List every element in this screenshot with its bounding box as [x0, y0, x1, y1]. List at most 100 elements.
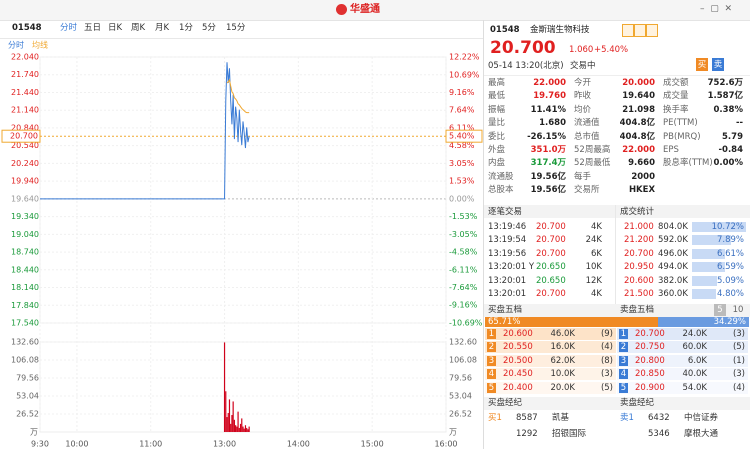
book-count: (5): [600, 382, 613, 393]
y2-tick-label: 9.16%: [449, 88, 475, 97]
last-change-box: [445, 129, 483, 143]
trade-time: 13:19:54: [488, 235, 527, 246]
book-row: [485, 381, 616, 394]
stat-label: 外盘: [488, 145, 506, 155]
period-tab[interactable]: 15分: [226, 23, 246, 33]
logo: 华盛通: [350, 4, 380, 15]
y2-tick-label: -7.64%: [449, 283, 478, 292]
volume-bar: [225, 391, 227, 432]
book-price: 20.550: [503, 342, 533, 353]
y2-tick-label: 0.00%: [449, 194, 475, 203]
volume-tick-label: 132.60: [11, 338, 39, 347]
book-price: 20.500: [503, 355, 533, 366]
stock-code: 01548: [490, 25, 520, 35]
stat-label: 总股本: [488, 185, 514, 196]
book-price: 20.400: [503, 382, 533, 393]
volume-bar: [231, 415, 233, 432]
broker-name: 中信证券: [684, 413, 719, 423]
book-level: 3: [620, 355, 627, 366]
stat-value: -26.15%: [527, 131, 566, 142]
book-row: [617, 368, 748, 381]
section-title: 买盘五档: [488, 305, 523, 315]
book-row: [617, 354, 748, 367]
period-tab[interactable]: 周K: [131, 23, 146, 33]
book-volume: 24.0K: [682, 329, 708, 339]
price-line: [226, 78, 250, 114]
volume-bar: [241, 418, 243, 432]
book-level: 2: [488, 342, 495, 353]
volume-tick-label: 106.08: [11, 356, 39, 365]
volume-bar: [232, 401, 234, 432]
stat-label: 成交额: [663, 78, 689, 88]
window-controls[interactable]: – ▢ ✕: [700, 4, 732, 14]
period-tab[interactable]: 5分: [202, 23, 216, 33]
book-count: (8): [600, 355, 613, 366]
x-tick-label: 15:00: [361, 440, 384, 449]
stat-label: 流通股: [488, 171, 514, 182]
stat-value: 19.56亿: [530, 185, 566, 196]
y2-tick-label: 10.69%: [449, 70, 480, 79]
deal-volume: 496.0K: [658, 248, 688, 259]
deal-pct: 7.89%: [716, 235, 744, 246]
book-level: 3: [488, 355, 495, 366]
period-tab[interactable]: 日K: [108, 23, 123, 33]
deal-pct-bar: [692, 289, 716, 299]
level-badge: [619, 355, 628, 366]
book-price: 20.750: [635, 342, 665, 353]
deal-pct: 4.80%: [716, 289, 744, 299]
section-title: 卖盘五档: [620, 305, 655, 315]
level-badge: [619, 329, 628, 339]
volume-tick-label: 79.56: [449, 374, 472, 383]
book-price: 20.600: [503, 329, 533, 339]
period-tab[interactable]: 月K: [155, 23, 170, 33]
broker-name: 凯基: [552, 413, 570, 423]
bid-ratio-bar: [485, 317, 659, 327]
book-volume: 62.0K: [550, 355, 576, 366]
tag-icon: [622, 24, 634, 37]
trade-price: 20.700: [536, 222, 566, 232]
volume-unit: 万: [30, 428, 38, 437]
y2-tick-label: 4.58%: [449, 141, 475, 150]
book-price: 20.450: [503, 369, 533, 380]
y-tick-label: 17.840: [11, 301, 39, 310]
book-level: 1: [620, 329, 627, 339]
trade-volume: 4K: [591, 289, 602, 299]
price-line: [40, 62, 250, 200]
x-tick-label: 9:30: [31, 440, 49, 449]
volume-frame: [39, 341, 447, 433]
buy-button: [696, 58, 708, 71]
divider: [483, 20, 484, 449]
buy-button-text[interactable]: 买: [697, 60, 707, 70]
deal-price: 21.500: [624, 289, 654, 299]
stat-label: 最高: [488, 78, 506, 88]
period-tab[interactable]: 分时: [60, 23, 78, 33]
deal-volume: 804.0K: [658, 222, 688, 232]
y2-tick-label: 6.11%: [449, 123, 475, 132]
stat-value: 19.760: [533, 91, 566, 102]
depth-tab[interactable]: 5: [717, 305, 723, 315]
chart: 分时 均线 22.040 21.740 21.440 21.140 20.840 20.540…: [1, 40, 483, 449]
stock-name: 金斯瑞生物科技: [530, 25, 590, 35]
period-tab[interactable]: 五日: [84, 23, 102, 33]
stat-label: 成交量: [663, 91, 689, 102]
stat-label: PB(MRQ): [663, 131, 701, 142]
volume-bar: [243, 428, 245, 432]
broker-id: 8587: [516, 413, 538, 423]
stat-value: 0.00%: [713, 158, 744, 169]
volume-tick-label: 53.04: [449, 392, 472, 401]
y2-tick-label: 1.53%: [449, 177, 475, 186]
volume-tick-label: 79.56: [16, 374, 39, 383]
book-row: [485, 354, 616, 367]
broker-name: 摩根大通: [684, 429, 719, 439]
depth-tab[interactable]: 10: [732, 305, 744, 315]
book-level: 1: [488, 329, 495, 339]
stat-value: 22.000: [622, 145, 655, 155]
change: 1.060: [569, 45, 594, 55]
level-badge: [619, 342, 628, 353]
stock-code: 01548: [12, 23, 42, 33]
period-tab[interactable]: 1分: [179, 23, 193, 33]
sell-button-text[interactable]: 卖: [713, 60, 723, 70]
stat-value: 1.587亿: [707, 91, 743, 102]
stat-label: 换手率: [663, 104, 689, 115]
